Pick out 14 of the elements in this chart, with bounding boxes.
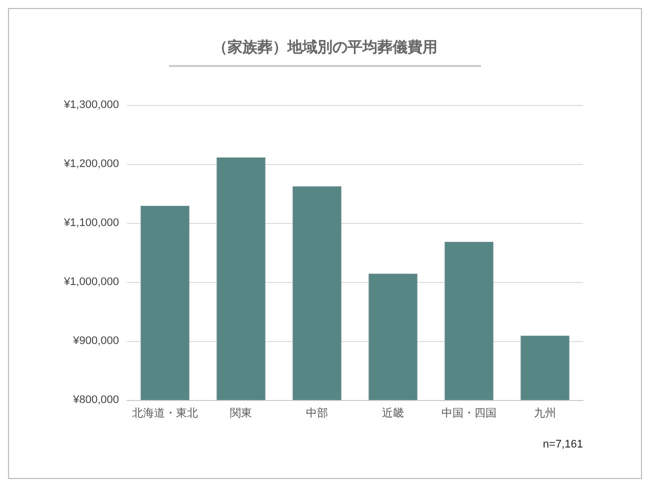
- x-tick-label: 近畿: [382, 406, 404, 420]
- y-tick-label: ¥800,000: [72, 394, 119, 406]
- y-tick-label: ¥1,200,000: [62, 158, 119, 170]
- x-tick-label: 北海道・東北: [132, 406, 198, 420]
- y-tick-label: ¥1,100,000: [62, 217, 119, 229]
- x-tick-label: 中国・四国: [442, 406, 496, 420]
- text: n=7,161: [542, 438, 584, 450]
- chart-title: （家族葬）地域別の平均葬儀費用: [212, 38, 438, 56]
- x-tick-label: 中部: [306, 406, 328, 420]
- x-tick-label: 九州: [534, 406, 556, 420]
- x-tick-label: 関東: [230, 406, 252, 420]
- y-tick-label: ¥1,000,000: [62, 276, 119, 288]
- y-tick-label: ¥1,300,000: [62, 99, 119, 111]
- y-tick-label: ¥900,000: [72, 335, 119, 347]
